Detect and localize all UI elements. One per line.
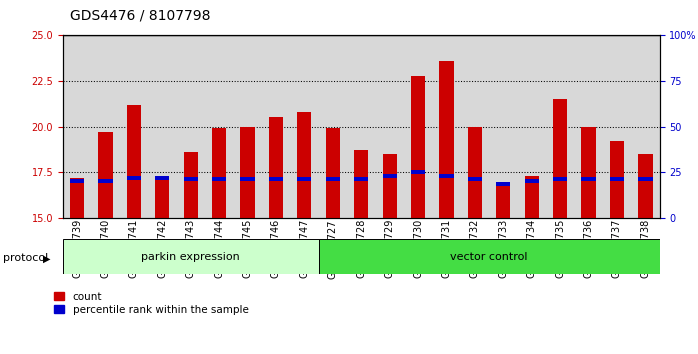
- Bar: [610, 177, 624, 182]
- Text: parkin expression: parkin expression: [141, 252, 240, 262]
- Text: protocol: protocol: [3, 253, 49, 263]
- Bar: [155, 176, 170, 218]
- Bar: [411, 170, 425, 174]
- Bar: [240, 177, 255, 182]
- Bar: [638, 154, 653, 218]
- Bar: [553, 177, 567, 182]
- Bar: [98, 179, 112, 183]
- Bar: [468, 126, 482, 218]
- Bar: [439, 174, 454, 178]
- Bar: [525, 179, 539, 183]
- Bar: [155, 176, 170, 179]
- Text: GDS4476 / 8107798: GDS4476 / 8107798: [70, 9, 210, 23]
- Bar: [297, 112, 311, 218]
- Bar: [496, 183, 510, 218]
- Bar: [354, 177, 369, 182]
- Bar: [212, 129, 226, 218]
- Bar: [70, 178, 84, 218]
- Bar: [240, 126, 255, 218]
- Bar: [326, 177, 340, 182]
- Bar: [98, 132, 112, 218]
- Bar: [297, 177, 311, 182]
- Bar: [212, 177, 226, 182]
- Bar: [525, 176, 539, 218]
- Bar: [269, 177, 283, 182]
- Bar: [318, 239, 660, 274]
- Bar: [553, 99, 567, 218]
- Bar: [581, 177, 595, 182]
- Bar: [326, 129, 340, 218]
- Bar: [184, 177, 198, 182]
- Bar: [269, 118, 283, 218]
- Bar: [610, 141, 624, 218]
- Text: ▶: ▶: [43, 253, 51, 263]
- Bar: [127, 176, 141, 179]
- Bar: [581, 126, 595, 218]
- Bar: [184, 152, 198, 218]
- Bar: [383, 154, 396, 218]
- Bar: [63, 239, 318, 274]
- Legend: count, percentile rank within the sample: count, percentile rank within the sample: [54, 292, 248, 315]
- Bar: [70, 179, 84, 183]
- Bar: [127, 105, 141, 218]
- Bar: [496, 182, 510, 186]
- Bar: [354, 150, 369, 218]
- Bar: [468, 177, 482, 182]
- Text: vector control: vector control: [450, 252, 528, 262]
- Bar: [638, 177, 653, 182]
- Bar: [411, 75, 425, 218]
- Bar: [383, 174, 396, 178]
- Bar: [439, 61, 454, 218]
